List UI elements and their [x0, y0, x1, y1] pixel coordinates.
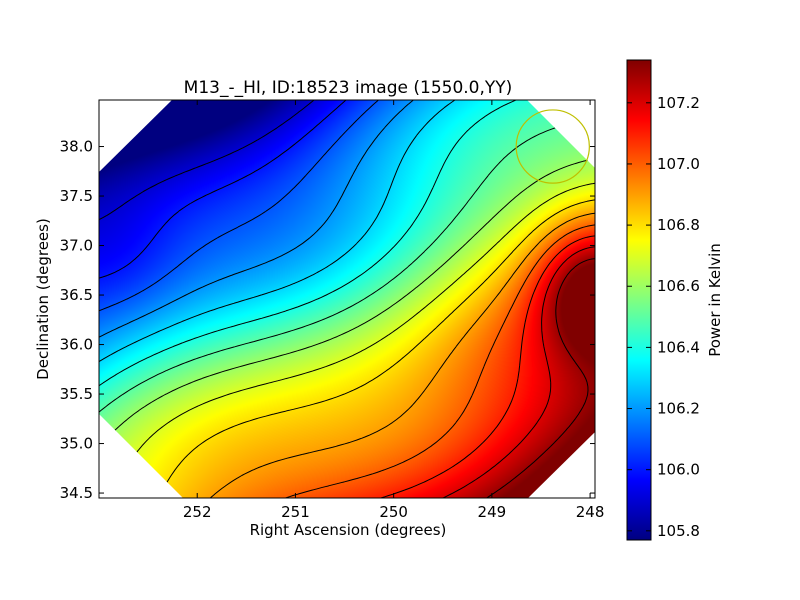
x-tick-label: 252 — [183, 503, 212, 521]
y-tick-label: 38.0 — [60, 138, 93, 156]
colorbar-tick-label: 107.2 — [657, 94, 700, 112]
colorbar-tick-label: 106.4 — [657, 338, 700, 356]
contour-line — [99, 100, 315, 221]
x-tick-label: 251 — [281, 503, 310, 521]
y-tick-label: 36.5 — [60, 286, 93, 304]
colorbar-tick-label: 105.8 — [657, 522, 700, 540]
contour-line — [113, 182, 595, 498]
contour-line — [285, 224, 595, 498]
colorbar: 105.8 106.0 106.2 106.4 106.6 106.8 107.0 107.2… — [626, 59, 724, 541]
contour-line — [442, 246, 595, 498]
contour-line — [486, 258, 595, 498]
y-axis: 34.5 35.0 35.5 36.0 36.5 37.0 37.5 38.0 — [60, 138, 595, 502]
x-axis: 252 251 250 249 248 — [183, 100, 605, 521]
contour-line — [99, 100, 414, 338]
y-axis-label: Declination (degrees) — [34, 218, 52, 380]
colorbar-tick-label: 106.0 — [657, 461, 700, 479]
x-tick-label: 250 — [379, 503, 408, 521]
contour-line — [99, 100, 347, 279]
beam-circle-marker — [515, 109, 590, 184]
colorbar-gradient — [626, 59, 652, 541]
y-tick-label: 37.0 — [60, 237, 93, 255]
x-tick-label: 249 — [478, 503, 507, 521]
contour-line — [99, 100, 379, 312]
contour-line — [157, 199, 595, 498]
y-tick-label: 36.0 — [60, 336, 93, 354]
y-tick-label: 37.5 — [60, 187, 93, 205]
colorbar-tick-label: 107.0 — [657, 155, 700, 173]
colorbar-ticks: 105.8 106.0 106.2 106.4 106.6 106.8 107.0 107.2 — [627, 94, 700, 540]
colorbar-tick-label: 106.6 — [657, 277, 700, 295]
contour-line — [99, 100, 456, 363]
plot-area — [99, 100, 595, 498]
contour-line — [380, 235, 595, 498]
x-tick-label: 248 — [576, 503, 605, 521]
y-tick-label: 34.5 — [60, 484, 93, 502]
contour-line — [99, 100, 517, 387]
colorbar-tick-label: 106.8 — [657, 216, 700, 234]
plot-frame — [98, 99, 596, 499]
heatmap-image — [99, 100, 595, 498]
contour-lines — [99, 100, 595, 498]
contour-line — [209, 212, 595, 498]
x-axis-label: Right Ascension (degrees) — [250, 521, 447, 539]
colorbar-label: Power in Kelvin — [706, 243, 724, 357]
colorbar-tick-label: 106.2 — [657, 400, 700, 418]
chart-title: M13_-_HI, ID:18523 image (1550.0,YY) — [184, 78, 513, 98]
y-tick-label: 35.5 — [60, 385, 93, 403]
y-tick-label: 35.0 — [60, 435, 93, 453]
